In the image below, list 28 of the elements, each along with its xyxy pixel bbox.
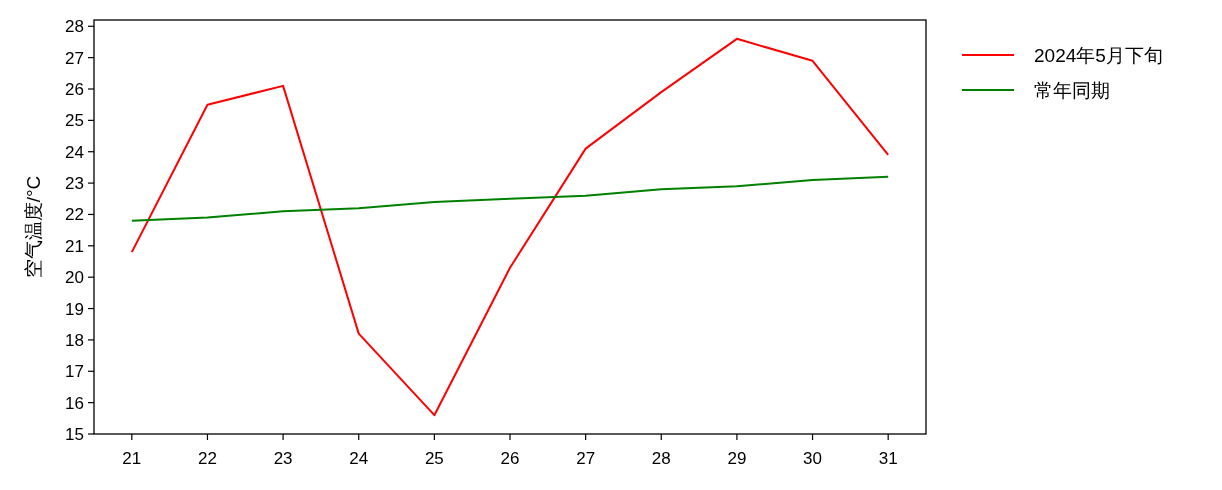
x-tick-label: 21 [122, 449, 142, 468]
x-tick-label: 30 [803, 449, 823, 468]
y-tick-label: 24 [65, 142, 84, 162]
y-tick-label: 18 [65, 330, 84, 350]
y-tick-label: 28 [65, 17, 84, 37]
y-tick-label: 20 [65, 268, 84, 288]
y-tick-label: 17 [65, 362, 84, 382]
legend-label: 2024年5月下旬 [1034, 45, 1163, 66]
y-tick-label: 26 [65, 80, 84, 99]
x-tick-label: 23 [273, 449, 293, 468]
y-axis-title: 空气温度/°C [23, 175, 44, 279]
x-tick-label: 27 [576, 449, 596, 468]
y-tick-label: 19 [65, 299, 84, 319]
legend-label: 常年同期 [1034, 80, 1110, 101]
y-tick-label: 15 [65, 425, 84, 444]
x-tick-label: 31 [878, 449, 898, 468]
x-tick-label: 26 [500, 449, 520, 468]
x-tick-label: 28 [651, 449, 671, 468]
y-tick-label: 22 [65, 205, 84, 225]
x-tick-label: 24 [349, 449, 369, 468]
y-tick-label: 16 [65, 393, 84, 413]
x-tick-label: 22 [197, 449, 217, 468]
y-tick-label: 27 [65, 48, 84, 68]
y-tick-label: 25 [65, 111, 84, 131]
x-tick-label: 25 [424, 449, 444, 468]
y-tick-label: 23 [65, 174, 84, 194]
y-tick-label: 21 [65, 236, 84, 256]
x-tick-label: 29 [727, 449, 747, 468]
